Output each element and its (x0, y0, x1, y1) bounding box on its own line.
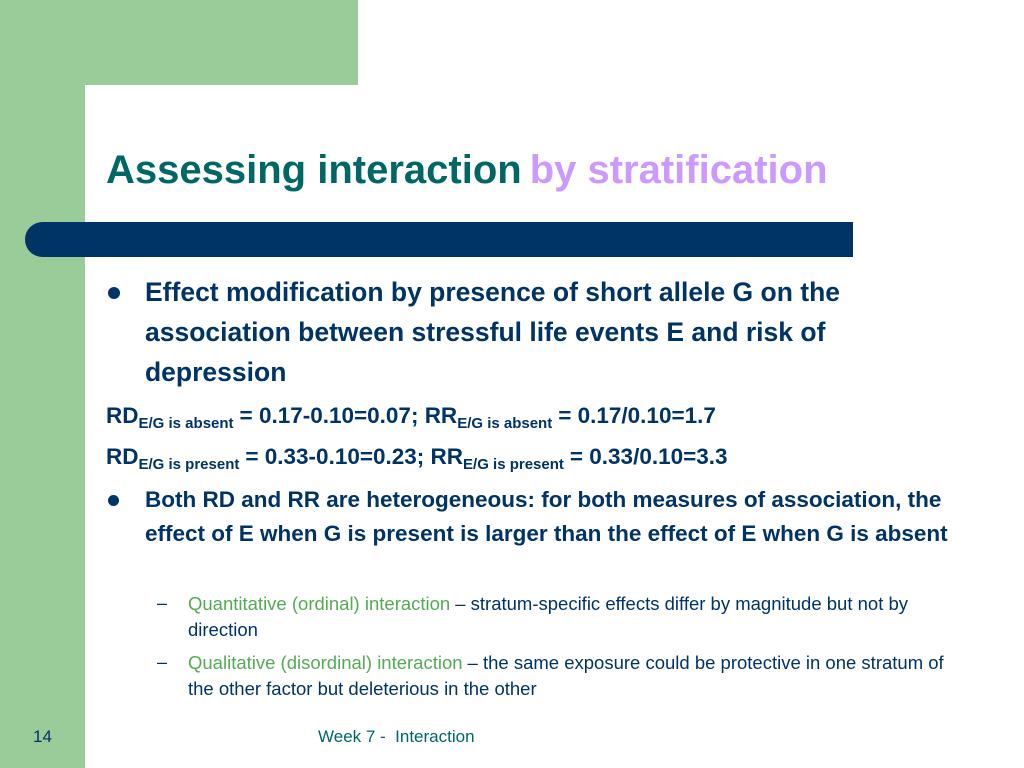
bullet-text: Both RD and RR are heterogeneous: for bo… (145, 487, 948, 546)
sub-bullet: Qualitative (disordinal) interaction – th… (188, 650, 958, 702)
page-number: 14 (33, 727, 52, 746)
title-bar (25, 222, 853, 257)
green-strip (0, 0, 85, 768)
formula-part: = 0.17/0.10=1.7 (558, 403, 716, 428)
formula-sub: E/G is present (138, 456, 240, 473)
sub-bullet: Quantitative (ordinal) interaction – stra… (188, 591, 958, 643)
sub-bullet-text: – stratum-specific effects differ by mag… (188, 593, 909, 640)
sub-bullet-text: – the same exposure could be protective … (188, 652, 944, 699)
formula-sub: E/G is absent (457, 415, 553, 432)
formula-sub: E/G is absent (138, 415, 234, 432)
sub-bullet-dash (157, 593, 167, 614)
bullet-dot (108, 287, 120, 299)
sub-bullet-term: Qualitative (disordinal) interaction (188, 652, 463, 673)
slide-title: Assessing interaction by stratification (106, 148, 828, 193)
bullet-dot (108, 495, 119, 506)
formula-part: = 0.33-0.10=0.23; RR (245, 444, 464, 469)
formula: RDE/G is absent = 0.17-0.10=0.07; RRE/G i… (106, 403, 716, 432)
title-main: Assessing interaction (106, 148, 522, 192)
formula-part: = 0.17-0.10=0.07; RR (239, 403, 458, 428)
formula-part: = 0.33/0.10=3.3 (569, 444, 728, 469)
bullet-text: Effect modification by presence of short… (145, 277, 841, 387)
formula-part: RD (106, 403, 139, 428)
formula: RDE/G is present = 0.33-0.10=0.23; RRE/G … (106, 444, 728, 473)
formula-sub: E/G is present (463, 456, 564, 473)
sub-bullet-term: Quantitative (ordinal) interaction (188, 593, 451, 614)
footer-label: Week 7 - Interaction (318, 727, 475, 746)
title-accent: by stratification (529, 148, 828, 192)
formula-part: RD (106, 444, 139, 469)
sub-bullet-dash (157, 652, 167, 673)
content-panel (85, 85, 1024, 768)
